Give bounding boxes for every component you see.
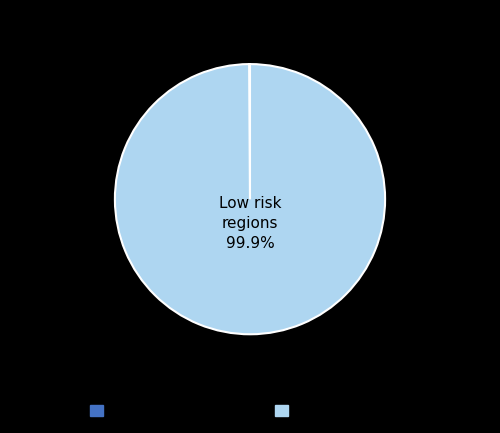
- Wedge shape: [115, 64, 385, 334]
- Wedge shape: [249, 64, 250, 199]
- Text: Low risk
regions
99.9%: Low risk regions 99.9%: [218, 196, 281, 251]
